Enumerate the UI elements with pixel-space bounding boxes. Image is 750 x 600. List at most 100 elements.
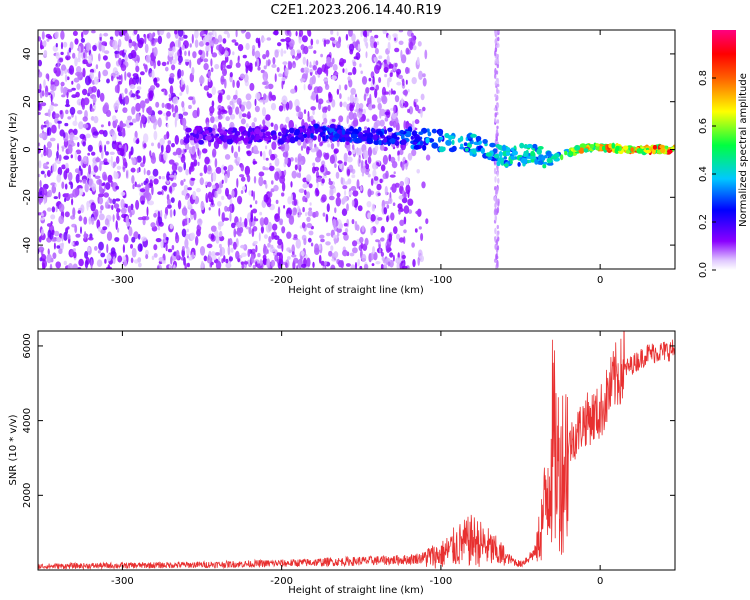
noise-cell [199, 177, 204, 186]
noise-cell [299, 78, 306, 82]
ridge-cell [630, 147, 635, 153]
noise-cell [211, 86, 216, 95]
noise-cell [203, 63, 209, 71]
stripe-cell [497, 198, 500, 205]
noise-cell [392, 254, 395, 262]
spectrogram-x-axis-label: Height of straight line (km) [288, 285, 424, 296]
noise-cell [164, 90, 168, 96]
noise-cell [147, 106, 153, 116]
noise-cell [107, 264, 111, 269]
noise-cell [239, 73, 246, 80]
noise-cell [77, 51, 81, 60]
noise-cell [270, 259, 276, 267]
ridge-cell [337, 124, 342, 130]
noise-cell [153, 130, 158, 141]
noise-cell [338, 84, 342, 91]
stripe-cell [497, 36, 500, 42]
noise-cell [395, 68, 402, 75]
stripe-cell [494, 176, 497, 183]
noise-cell [174, 105, 179, 114]
noise-cell [283, 205, 286, 209]
ridge-cell [427, 131, 432, 137]
noise-cell [262, 107, 266, 117]
noise-cell [291, 170, 297, 179]
noise-cell [350, 87, 357, 95]
noise-cell [270, 122, 274, 127]
noise-cell [235, 106, 240, 115]
noise-cell [188, 256, 193, 261]
noise-cell [229, 59, 233, 67]
noise-cell [379, 178, 383, 184]
noise-cell [243, 261, 249, 265]
noise-cell [326, 232, 331, 237]
noise-cell [178, 30, 184, 37]
noise-cell [142, 103, 145, 113]
noise-cell [160, 144, 164, 153]
noise-cell [263, 37, 266, 42]
noise-cell [152, 168, 159, 177]
noise-cell [422, 73, 426, 78]
stripe-cell [494, 243, 497, 250]
noise-cell [174, 30, 178, 35]
noise-cell [43, 124, 47, 128]
noise-cell [268, 191, 273, 198]
noise-cell [236, 178, 239, 188]
noise-cell [241, 264, 245, 269]
noise-cell [258, 37, 261, 47]
noise-cell [152, 32, 156, 37]
noise-cell [226, 94, 231, 101]
ridge-cell [378, 139, 382, 146]
noise-cell [135, 139, 140, 145]
noise-cell [41, 90, 45, 97]
noise-cell [40, 153, 44, 158]
ridge-cell [431, 142, 439, 149]
noise-cell [177, 55, 183, 63]
noise-cell [302, 183, 309, 189]
noise-cell [155, 101, 160, 108]
noise-cell [359, 63, 362, 68]
noise-cell [180, 77, 183, 88]
noise-cell [404, 176, 410, 186]
noise-cell [189, 43, 192, 48]
noise-cell [166, 198, 171, 206]
noise-cell [47, 74, 50, 82]
noise-cell [135, 184, 142, 188]
noise-cell [124, 95, 130, 105]
noise-cell [70, 249, 74, 257]
stripe-cell [496, 103, 500, 108]
noise-cell [384, 73, 388, 78]
noise-cell [148, 92, 153, 102]
noise-cell [394, 37, 397, 41]
noise-cell [318, 98, 324, 105]
noise-cell [143, 133, 149, 144]
noise-cell [271, 180, 274, 185]
noise-cell [85, 133, 91, 139]
noise-cell [68, 65, 75, 75]
noise-cell [394, 47, 400, 53]
stripe-cell [494, 59, 497, 64]
y-tick-label: -40 [22, 237, 33, 253]
noise-cell [253, 176, 257, 184]
noise-cell [352, 66, 357, 75]
noise-cell [133, 30, 138, 35]
noise-cell [342, 196, 348, 203]
noise-cell [283, 142, 290, 153]
noise-cell [51, 206, 56, 213]
noise-cell [384, 111, 390, 116]
ridge-cell [496, 160, 501, 167]
noise-cell [235, 30, 238, 38]
noise-cell [352, 61, 357, 67]
noise-cell [272, 223, 278, 231]
noise-cell [392, 202, 396, 206]
ridge-cell [366, 137, 374, 144]
noise-cell [53, 67, 57, 74]
noise-cell [331, 99, 336, 108]
noise-cell [254, 98, 257, 107]
noise-cell [130, 257, 134, 264]
noise-cell [271, 94, 277, 101]
noise-cell [323, 39, 327, 47]
noise-cell [212, 171, 217, 182]
ridge-cell [660, 147, 666, 154]
noise-cell [306, 222, 313, 229]
noise-cell [368, 77, 372, 82]
